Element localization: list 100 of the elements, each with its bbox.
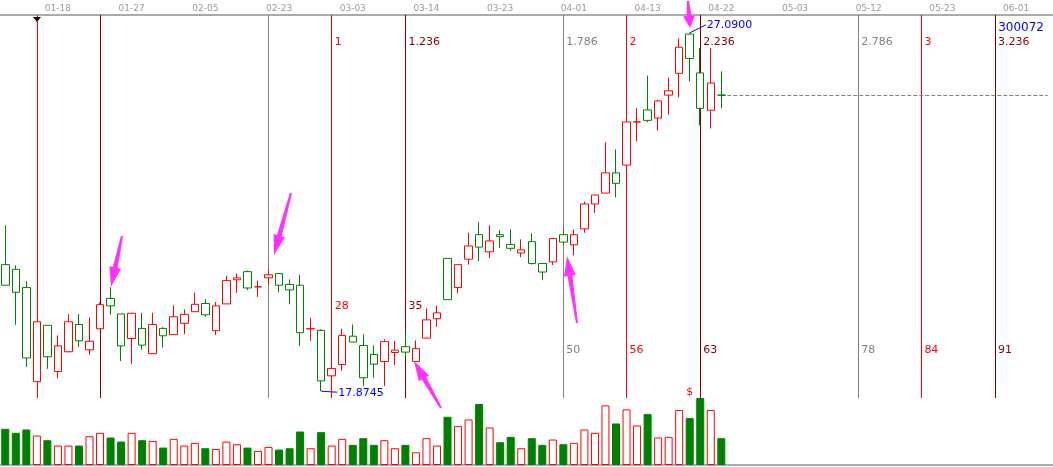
annotation: 78 [861,342,876,356]
annotation: 2.236 [703,34,735,48]
bar [253,450,262,465]
candlestick [422,308,431,339]
bar [496,442,505,465]
bar [317,432,326,465]
bar [264,446,273,465]
bar [243,447,252,465]
bar [527,438,536,465]
bar [517,448,526,465]
bar [138,440,147,465]
x-tick-label: 01-27 [118,2,145,13]
bar [327,445,336,465]
candlestick [85,317,94,356]
candlestick [222,275,231,305]
candlestick [306,317,315,342]
annotation: 63 [703,342,718,356]
candlestick [633,107,641,142]
bar [201,448,210,465]
annotation: 17.8745 [338,385,384,399]
candlestick [485,224,494,259]
bar [148,440,157,465]
candlestick [549,238,557,266]
bar [685,418,694,465]
candlestick [64,313,73,354]
candlestick [538,262,547,281]
candlestick [359,333,368,387]
candlestick [401,330,410,357]
annotation: 1.786 [566,34,598,48]
bar [654,437,663,465]
bar [85,436,94,465]
bar [548,439,557,465]
annotation: 35 [408,298,423,312]
candlestick [254,280,262,298]
annotation: 1 [334,34,342,48]
bar [190,442,199,465]
bar [475,404,484,465]
candlestick [559,229,568,245]
x-tick-label: 04-01 [560,2,587,13]
candlestick [412,339,420,362]
bar [664,436,673,465]
x-tick-label: 02-23 [265,2,293,13]
candlestick [717,70,726,109]
bar [601,405,610,465]
candlestick [138,312,146,351]
candlestick [528,233,536,266]
candlestick [454,264,462,294]
chart-title: 300072 [998,20,1044,34]
candlestick [654,99,662,131]
candlestick [159,326,167,348]
candlestick [580,201,589,234]
candlestick [201,298,210,318]
bar [717,438,726,465]
bar [485,427,494,465]
candlestick [707,47,715,130]
bar [706,410,715,465]
bar [454,426,463,465]
annotation: 3.236 [998,34,1030,48]
candlestick [212,301,220,336]
bar [64,445,73,465]
bar [159,447,168,465]
x-tick-label: 03-23 [487,2,514,13]
bar [675,410,684,465]
candlestick [243,269,252,291]
bar [633,425,642,465]
candlestick [275,273,283,293]
bar [306,448,315,465]
annotation: 56 [629,342,644,356]
candlestick [506,228,515,252]
x-tick-label: 05-23 [929,2,956,13]
bar [348,444,357,465]
annotation: 27.0900 [706,18,753,32]
bar [74,445,83,465]
bar [96,432,105,465]
candlestick [338,328,346,372]
candlestick [12,264,20,326]
candlestick [664,77,673,116]
annotation: 91 [998,342,1013,356]
candlestick [106,286,115,316]
bar [696,398,705,465]
x-tick-label: 05-12 [855,2,882,13]
bar [285,448,294,465]
candlestick [685,32,694,82]
bar [275,449,284,465]
annotation: 3 [924,34,932,48]
annotation: 2 [629,34,637,48]
candlestick [180,308,189,335]
candlestick [612,149,620,198]
bar [390,448,399,465]
x-tick-label: 01-18 [44,2,72,13]
x-tick-label: 03-14 [413,2,440,13]
candlestick [391,340,399,366]
bar [222,441,231,465]
bar [538,444,547,465]
candlestick [43,324,52,370]
candlestick [464,232,473,266]
bar [569,442,578,465]
bar [422,438,431,465]
candlestick [1,224,10,286]
candlestick [517,238,525,258]
